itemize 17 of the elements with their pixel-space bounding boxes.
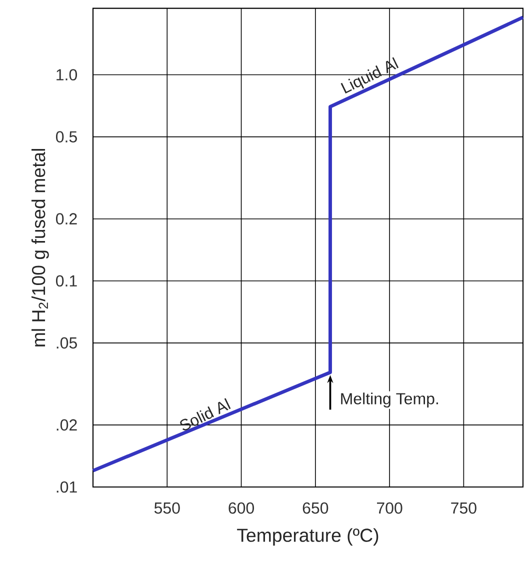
y-tick-label: .02 xyxy=(56,419,77,431)
x-tick-label: 600 xyxy=(228,502,254,514)
y-axis-title: ml H$_{2}$/100 g fused metal xyxy=(31,149,49,346)
annotation: Melting Temp. xyxy=(341,392,438,408)
y-tick-label: .05 xyxy=(56,337,77,349)
y-tick-label: 0.5 xyxy=(56,131,77,142)
y-tick-label: 1.0 xyxy=(56,69,78,80)
x-tick-label: 550 xyxy=(154,502,180,514)
y-tick-label: 0.1 xyxy=(56,275,77,287)
line-series xyxy=(91,16,525,472)
annotation: Solid Al xyxy=(180,398,231,430)
x-axis-title: Temperature (ºC) xyxy=(237,528,378,546)
y-tick-label: 0.2 xyxy=(56,213,77,224)
y-tick-label: .01 xyxy=(56,481,77,493)
x-tick-label: 700 xyxy=(377,502,402,514)
x-tick-label: 750 xyxy=(451,502,476,514)
x-tick-label: 650 xyxy=(302,502,328,514)
